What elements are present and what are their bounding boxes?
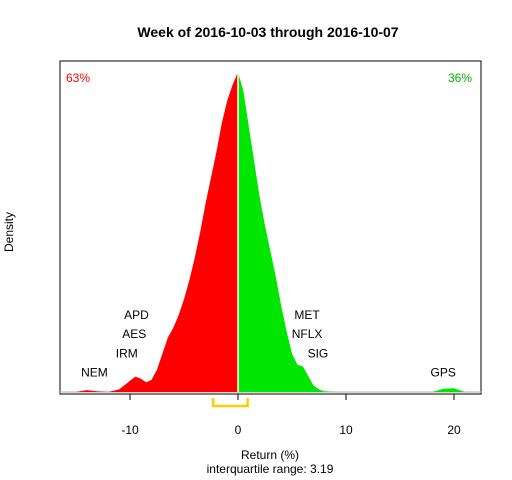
ticker-label: MET	[294, 308, 320, 322]
ticker-annotations: NEM IRM AES APD MET NFLX SIG GPS	[81, 308, 456, 380]
iqr-subtitle: interquartile range: 3.19	[207, 462, 334, 476]
positive-share-label: 36%	[448, 71, 472, 85]
x-axis: -10 0 10 20	[121, 393, 461, 437]
ticker-label: NEM	[81, 366, 108, 380]
x-axis-label: Return (%)	[241, 448, 299, 462]
x-tick-label: 0	[235, 423, 242, 437]
ticker-label: NFLX	[292, 327, 323, 341]
ticker-label: AES	[122, 327, 146, 341]
density-areas	[60, 72, 481, 408]
negative-share-label: 63%	[66, 71, 90, 85]
x-tick-label: 10	[339, 423, 353, 437]
negative-density-area	[76, 72, 238, 392]
x-tick-label: 20	[447, 423, 461, 437]
ticker-label: GPS	[431, 366, 456, 380]
ticker-label: SIG	[308, 346, 329, 360]
iqr-bracket	[211, 398, 249, 408]
chart-title: Week of 2016-10-03 through 2016-10-07	[137, 24, 398, 40]
positive-density-area	[238, 72, 465, 392]
x-tick-label: -10	[121, 423, 139, 437]
ticker-label: APD	[124, 308, 149, 322]
y-axis-label: Density	[2, 212, 16, 252]
ticker-label: IRM	[116, 346, 138, 360]
